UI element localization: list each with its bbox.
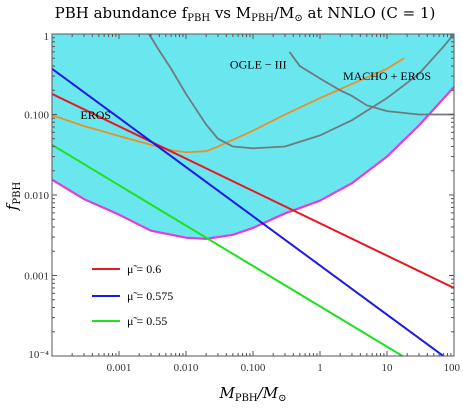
x-tick-label: 0.100 xyxy=(241,362,266,374)
x-tick-label: 1 xyxy=(317,362,323,374)
y-axis-label-sub: PBH xyxy=(12,182,23,205)
axis-ticks: 0.001 0.010 0.100 1 10 100 10⁻⁴ 0.001 0.010 0.100… xyxy=(24,31,460,374)
y-axis-label: fPBH xyxy=(3,182,23,212)
title-part-d: at NNLO (C = 1) xyxy=(303,4,436,22)
ogle-annotation: OGLE − III xyxy=(230,57,287,71)
legend-label-mu-0-6-line: μ̃ = 0.6 xyxy=(127,262,161,276)
legend-label-mu-0-575-line: μ̃ = 0.575 xyxy=(127,289,173,303)
mu-0-55-line xyxy=(52,143,403,356)
mu-0-6-line xyxy=(52,93,454,289)
ogle-constraint-line xyxy=(148,34,454,150)
x-tick-label: 100 xyxy=(444,362,461,374)
y-tick-label: 10⁻⁴ xyxy=(28,349,49,361)
title-sub-a: PBH xyxy=(187,13,210,24)
constraint-annotations: EROS OGLE − III MACHO + EROS xyxy=(80,57,431,122)
x-tick-label: 10 xyxy=(382,362,394,374)
plot-area xyxy=(52,34,454,356)
title-sub-c: ⊙ xyxy=(294,13,302,24)
y-tick-label: 0.100 xyxy=(24,110,49,122)
excluded-region-boundary-line xyxy=(52,86,454,240)
title-sub-b: PBH xyxy=(251,13,274,24)
legend: μ̃ = 0.6 μ̃ = 0.575 μ̃ = 0.55 xyxy=(92,262,173,328)
y-tick-label: 0.001 xyxy=(24,271,49,283)
title-part-c: /M xyxy=(274,4,294,22)
legend-label-mu-0-55-line: μ̃ = 0.55 xyxy=(127,314,167,328)
y-tick-label: 1 xyxy=(44,31,50,43)
x-axis-label-sub: PBH xyxy=(235,393,258,404)
macho-eros-annotation: MACHO + EROS xyxy=(343,69,431,83)
eros-annotation: EROS xyxy=(80,108,111,122)
x-tick-label: 0.001 xyxy=(107,362,132,374)
x-axis-label-rest: /M xyxy=(256,384,279,402)
x-axis-label: MPBH/M⊙ xyxy=(219,384,287,404)
x-tick-label: 0.010 xyxy=(174,362,199,374)
title-part-b: vs M xyxy=(210,4,251,22)
x-axis-label-main: M xyxy=(219,384,236,402)
y-axis-label-main: f xyxy=(3,202,21,211)
macho-eros-constraint-line xyxy=(288,51,454,116)
chart-title: PBH abundance fPBH vs MPBH/M⊙ at NNLO (C… xyxy=(55,4,436,24)
x-axis-label-rest-sub: ⊙ xyxy=(278,393,286,404)
mu-0-575-line xyxy=(52,67,446,356)
excluded-region-fill xyxy=(52,34,454,239)
y-tick-label: 0.010 xyxy=(24,190,49,202)
eros-constraint-line xyxy=(52,57,405,154)
title-part-a: PBH abundance f xyxy=(55,4,189,22)
